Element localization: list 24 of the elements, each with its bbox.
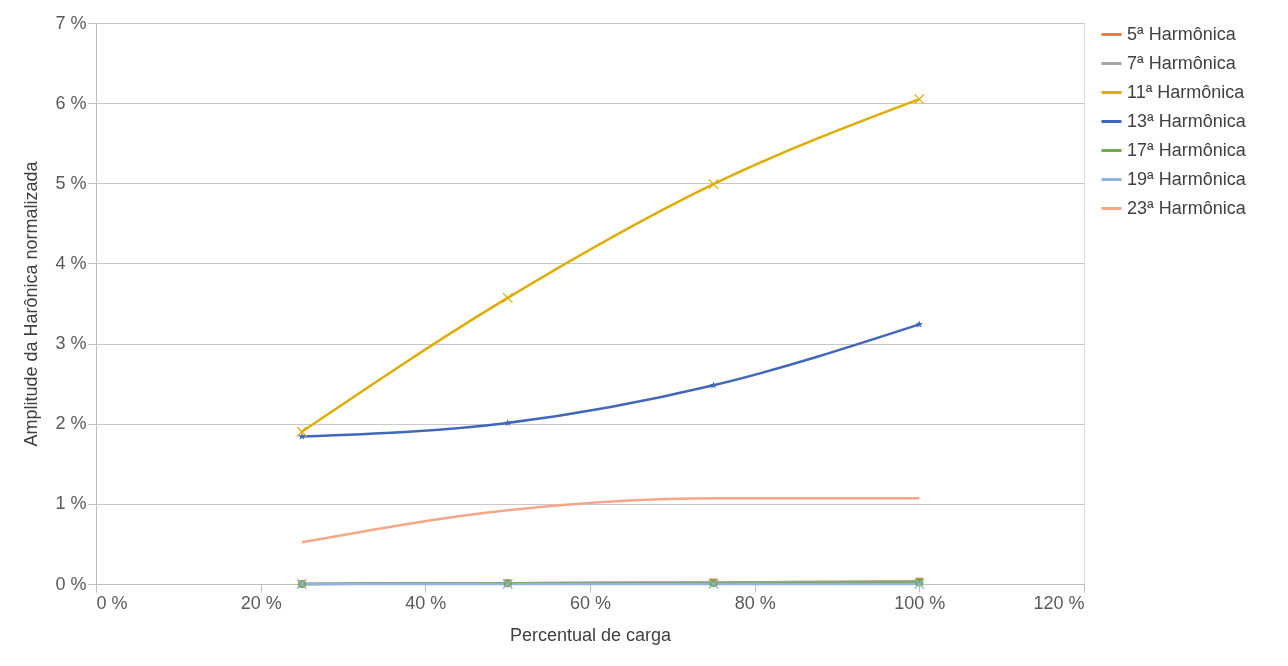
y-tick-label: 5 % [55,172,87,193]
y-tick-label: 4 % [55,252,87,273]
x-tick-label: 120 % [1033,592,1085,613]
x-tick-label: 100 % [894,592,946,613]
legend-label: 19ª Harmônica [1127,168,1247,189]
x-tick-label: 0 % [96,592,128,613]
y-tick-label: 2 % [55,413,87,434]
y-axis-title: Amplitude da Harônica normalizada [21,160,42,447]
y-tick-label: 7 % [55,12,87,33]
y-tick-label: 6 % [55,92,87,113]
y-tick-label: 1 % [55,493,87,514]
y-tick-label: 3 % [55,333,87,354]
y-tick-label: 0 % [55,573,87,594]
legend-label: 5ª Harmônica [1127,23,1237,44]
x-tick-label: 60 % [569,592,612,613]
legend-label: 11ª Harmônica [1127,81,1246,102]
legend-label: 23ª Harmônica [1127,197,1247,218]
x-tick-label: 80 % [734,592,776,613]
legend-label: 7ª Harmônica [1127,52,1237,73]
x-tick-label: 40 % [405,592,447,613]
legend-label: 13ª Harmônica [1127,110,1247,131]
x-tick-label: 20 % [240,592,282,613]
legend-label: 17ª Harmônica [1127,139,1247,160]
x-axis-title: Percentual de carga [509,624,673,645]
